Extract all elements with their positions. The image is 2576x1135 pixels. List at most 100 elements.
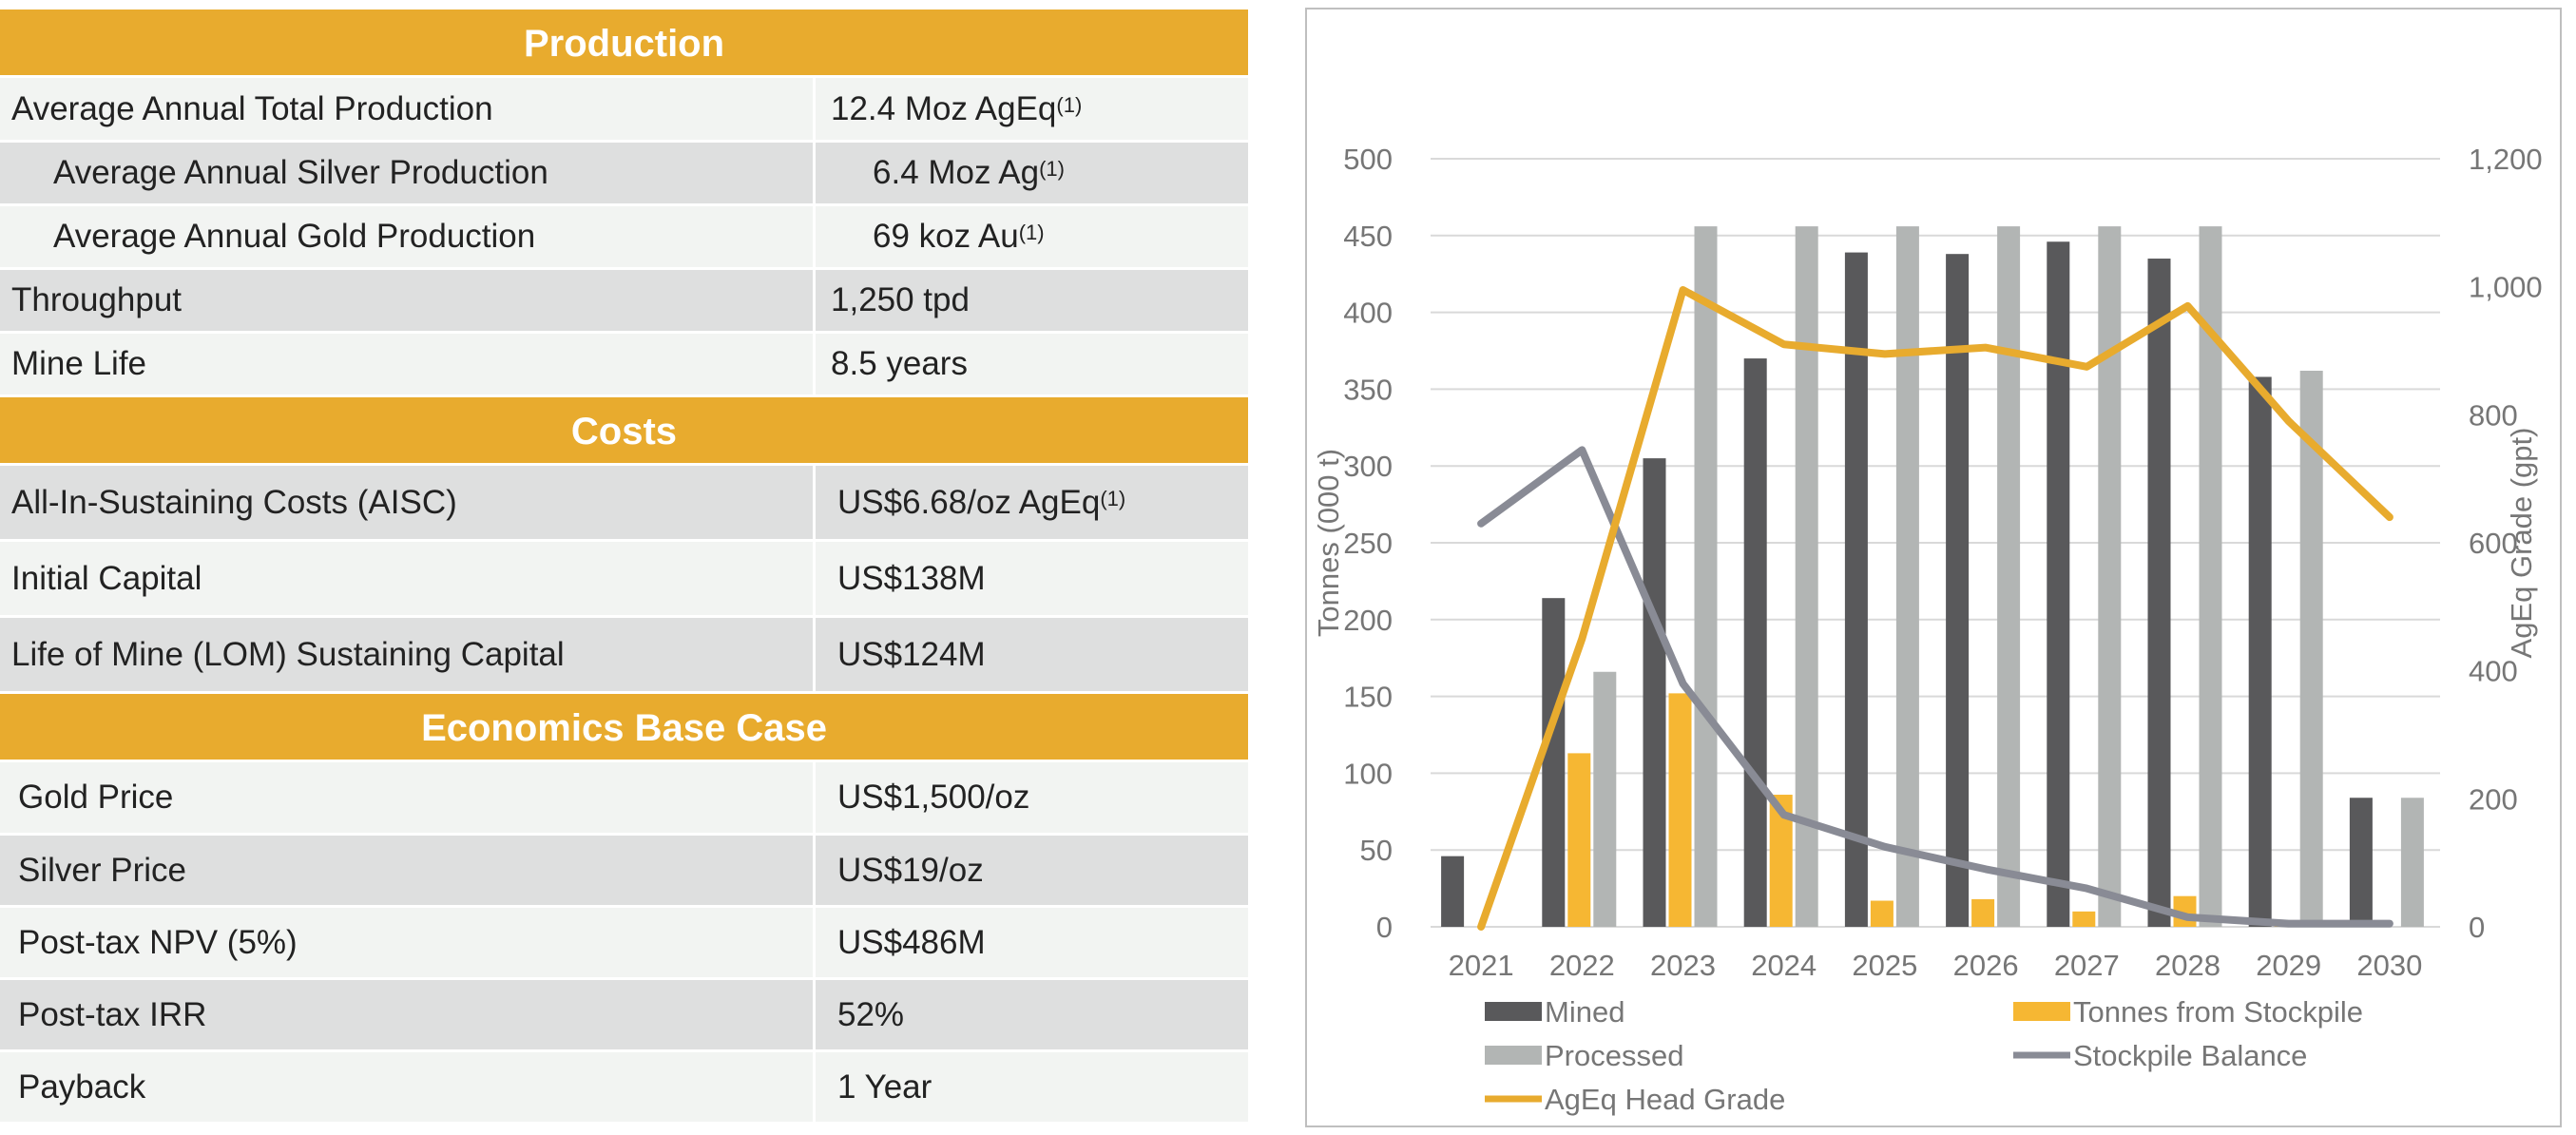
footnote-marker: (1) — [1039, 157, 1065, 181]
x-tick-label: 2026 — [1953, 949, 2019, 982]
bar-processed — [1694, 226, 1718, 927]
row-label: All-In-Sustaining Costs (AISC) — [0, 466, 816, 539]
row-value: US$124M — [837, 635, 986, 673]
table-row: Initial Capital US$138M — [0, 542, 1248, 618]
x-tick-label: 2029 — [2256, 949, 2321, 982]
row-label: Life of Mine (LOM) Sustaining Capital — [0, 618, 816, 691]
row-label: Average Annual Silver Production — [0, 143, 816, 203]
x-tick-label: 2024 — [1751, 949, 1817, 982]
row-value-cell: 12.4 Moz AgEq (1) — [816, 78, 1248, 140]
bar-tonnes-from-stockpile — [1870, 900, 1894, 927]
bar-processed — [1997, 226, 2021, 927]
x-tick-label: 2021 — [1449, 949, 1514, 982]
x-tick-label: 2027 — [2054, 949, 2120, 982]
y-axis-title: Tonnes (000 t) — [1312, 449, 1345, 637]
bar-mined — [1441, 856, 1465, 927]
table-row: Post-tax NPV (5%) US$486M — [0, 908, 1248, 980]
bar-processed — [2299, 371, 2323, 927]
legend-swatch — [2013, 1002, 2070, 1021]
row-value: US$486M — [837, 923, 986, 961]
x-tick-label: 2030 — [2356, 949, 2422, 982]
legend-swatch — [1485, 1046, 1542, 1065]
y2-tick-label: 1,200 — [2469, 143, 2543, 176]
row-value-cell: 1 Year — [816, 1052, 1248, 1122]
production-chart: 0 50 100 150 200 250 300 350 400 450 500 0 200 400 600… — [1305, 8, 2562, 1127]
bar-mined — [1743, 358, 1767, 928]
row-label: Gold Price — [0, 762, 816, 833]
row-value: 69 koz Au — [873, 218, 1019, 255]
section-header: Production — [0, 10, 1248, 78]
legend-label: AgEq Head Grade — [1545, 1083, 1785, 1116]
table-row: All-In-Sustaining Costs (AISC) US$6.68/oz… — [0, 466, 1248, 542]
bar-tonnes-from-stockpile — [1971, 898, 1995, 927]
y-tick-label: 200 — [1343, 604, 1393, 637]
y2-tick-label: 800 — [2469, 398, 2518, 432]
bar-mined — [1844, 252, 1868, 927]
row-value-cell: 1,250 tpd — [816, 270, 1248, 331]
row-label: Post-tax IRR — [0, 980, 816, 1049]
row-value-cell: US$486M — [816, 908, 1248, 977]
bar-tonnes-from-stockpile — [1668, 693, 1692, 927]
row-value: US$19/oz — [837, 851, 984, 889]
legend-label: Stockpile Balance — [2073, 1039, 2307, 1072]
table-row: Silver Price US$19/oz — [0, 836, 1248, 908]
x-tick-label: 2022 — [1549, 949, 1615, 982]
row-value-cell: 52% — [816, 980, 1248, 1049]
y-tick-label: 350 — [1343, 373, 1393, 406]
row-label: Average Annual Total Production — [0, 78, 816, 140]
row-label: Initial Capital — [0, 542, 816, 615]
section-header: Economics Base Case — [0, 694, 1248, 762]
bar-mined — [2248, 376, 2272, 927]
y-tick-label: 150 — [1343, 681, 1393, 714]
bar-mined — [1946, 254, 1970, 927]
table-row: Payback 1 Year — [0, 1052, 1248, 1125]
row-value: US$138M — [837, 559, 986, 597]
footnote-marker: (1) — [1056, 92, 1083, 117]
row-value-cell: 8.5 years — [816, 334, 1248, 394]
row-label: Throughput — [0, 270, 816, 331]
row-label: Payback — [0, 1052, 816, 1122]
project-summary-table: Production Average Annual Total Productio… — [0, 10, 1248, 1125]
table-row: Life of Mine (LOM) Sustaining Capital US$… — [0, 618, 1248, 694]
y-tick-label: 250 — [1343, 527, 1393, 560]
row-value: US$1,500/oz — [837, 779, 1030, 816]
bar-mined — [1542, 598, 1566, 927]
table-row: Average Annual Total Production 12.4 Moz … — [0, 78, 1248, 143]
bar-tonnes-from-stockpile — [1567, 753, 1591, 927]
bar-processed — [1593, 671, 1617, 927]
row-value-cell: US$1,500/oz — [816, 762, 1248, 833]
production-chart-svg: 0 50 100 150 200 250 300 350 400 450 500 0 200 400 600… — [1312, 143, 2543, 1116]
legend-label: Mined — [1545, 995, 1624, 1029]
footnote-marker: (1) — [1100, 486, 1126, 510]
table-row: Gold Price US$1,500/oz — [0, 762, 1248, 836]
row-value: US$6.68/oz AgEq — [837, 483, 1101, 521]
bar-tonnes-from-stockpile — [2072, 911, 2096, 927]
y-tick-label: 500 — [1343, 143, 1393, 176]
y2-tick-label: 0 — [2469, 911, 2485, 944]
row-label: Silver Price — [0, 836, 816, 905]
y-tick-label: 50 — [1360, 834, 1393, 867]
bar-processed — [2098, 226, 2122, 927]
row-label: Average Annual Gold Production — [0, 206, 816, 267]
legend-label: Processed — [1545, 1039, 1683, 1072]
row-value: 6.4 Moz Ag — [873, 154, 1040, 191]
y2-axis-title: AgEq Grade (gpt) — [2505, 428, 2538, 659]
row-value: 1 Year — [837, 1068, 932, 1106]
bar-mined — [2349, 798, 2373, 927]
y-tick-label: 400 — [1343, 297, 1393, 330]
row-value: 8.5 years — [831, 345, 968, 382]
bar-processed — [1895, 226, 1919, 927]
y-tick-label: 450 — [1343, 220, 1393, 253]
section-header: Costs — [0, 397, 1248, 466]
row-value-cell: 69 koz Au (1) — [816, 206, 1248, 267]
x-tick-label: 2023 — [1650, 949, 1716, 982]
x-tick-label: 2028 — [2155, 949, 2220, 982]
y-tick-label: 0 — [1376, 911, 1393, 944]
bar-mined — [2147, 259, 2171, 927]
x-tick-label: 2025 — [1852, 949, 1917, 982]
row-label: Mine Life — [0, 334, 816, 394]
table-row: Mine Life 8.5 years — [0, 334, 1248, 397]
row-value-cell: US$6.68/oz AgEq (1) — [816, 466, 1248, 539]
line-stockpile-balance — [1477, 446, 2393, 928]
table-row: Average Annual Gold Production 69 koz Au(… — [0, 206, 1248, 270]
